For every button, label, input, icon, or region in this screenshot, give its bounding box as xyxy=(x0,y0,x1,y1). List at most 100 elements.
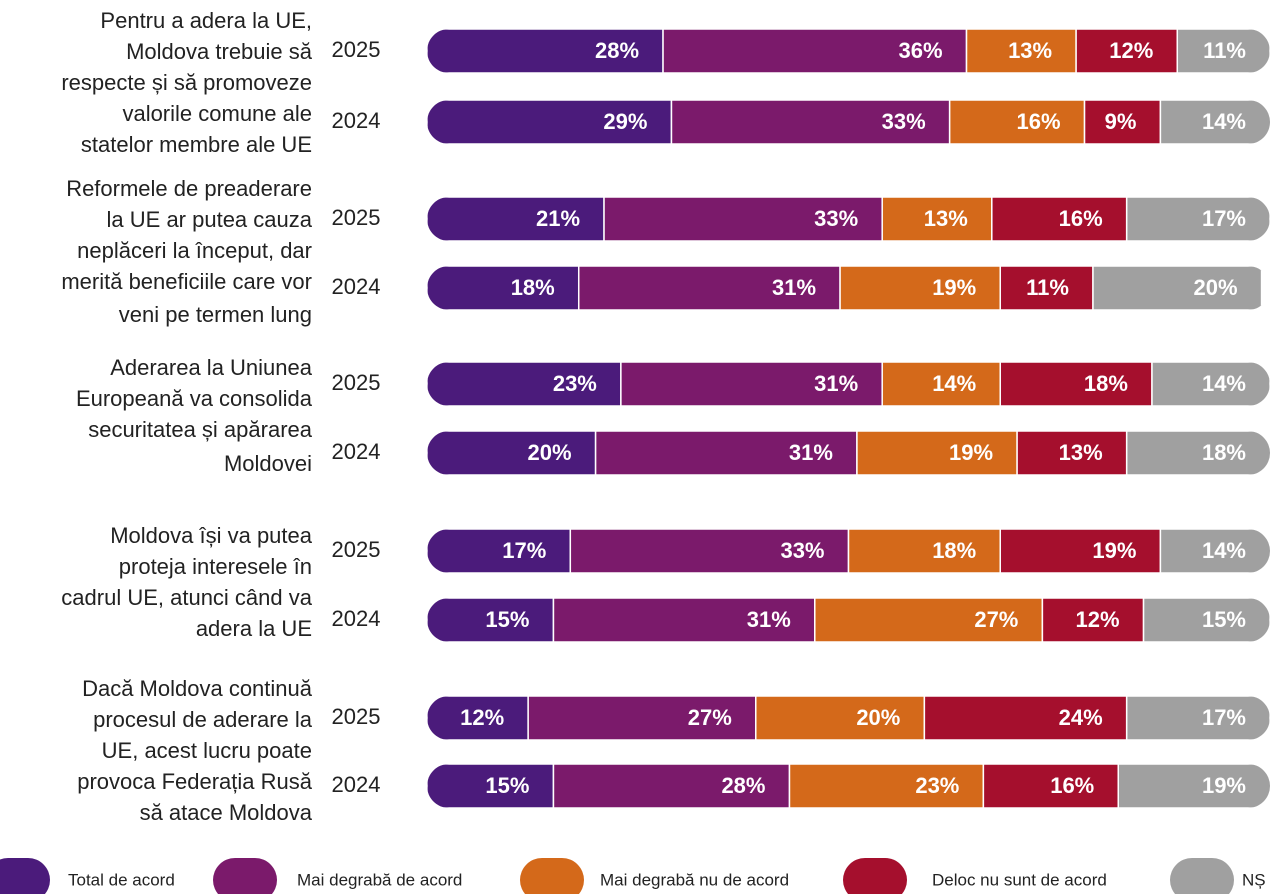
value-label: 15% xyxy=(485,773,529,798)
value-label: 14% xyxy=(1202,109,1246,134)
value-label: 19% xyxy=(1202,773,1246,798)
group-label: proteja interesele în xyxy=(119,554,312,579)
bar-segment xyxy=(1075,29,1179,73)
value-label: 31% xyxy=(814,371,858,396)
value-label: 19% xyxy=(932,275,976,300)
value-label: 18% xyxy=(511,275,555,300)
group-label: statelor membre ale UE xyxy=(81,132,312,157)
bar-segment xyxy=(569,529,850,573)
bar-segment xyxy=(965,29,1077,73)
year-label: 2025 xyxy=(332,537,381,562)
legend-swatch xyxy=(213,858,277,894)
bar-segment xyxy=(881,362,1001,406)
value-label: 15% xyxy=(485,607,529,632)
bar-segment xyxy=(552,598,816,642)
value-label: 16% xyxy=(1059,206,1103,231)
value-label: 31% xyxy=(772,275,816,300)
value-label: 20% xyxy=(528,440,572,465)
bar-segment xyxy=(1142,598,1270,642)
bar-row xyxy=(427,529,1270,573)
value-label: 18% xyxy=(1084,371,1128,396)
value-label: 27% xyxy=(688,705,732,730)
value-label: 14% xyxy=(1202,371,1246,396)
bar-row xyxy=(427,764,1270,808)
value-label: 21% xyxy=(536,206,580,231)
bar-segment xyxy=(1159,100,1270,144)
bar-row xyxy=(427,431,1270,475)
bar-segment xyxy=(999,266,1094,310)
group-label: să atace Moldova xyxy=(140,800,313,825)
bar-segment xyxy=(662,29,968,73)
value-label: 31% xyxy=(789,440,833,465)
group-label: procesul de aderare la xyxy=(93,707,313,732)
value-label: 17% xyxy=(1202,705,1246,730)
group-label: merită beneficiile care vor xyxy=(61,269,312,294)
bar-segment xyxy=(1083,100,1162,144)
bar-segment xyxy=(999,529,1162,573)
group-label: Europeană va consolida xyxy=(76,386,313,411)
group-label: veni pe termen lung xyxy=(119,302,312,327)
bar-segment xyxy=(1125,431,1270,475)
bar-segment xyxy=(948,100,1086,144)
group-label: provoca Federația Rusă xyxy=(77,769,313,794)
value-label: 11% xyxy=(1203,38,1246,63)
value-label: 17% xyxy=(1202,206,1246,231)
bar-segment xyxy=(1092,266,1263,310)
value-label: 13% xyxy=(1008,38,1052,63)
group-label: Dacă Moldova continuă xyxy=(82,676,313,701)
bar-row xyxy=(427,598,1270,642)
value-label: 24% xyxy=(1059,705,1103,730)
legend-label: NȘ xyxy=(1242,870,1266,889)
group-label: UE, acest lucru poate xyxy=(102,738,312,763)
bar-row xyxy=(427,29,1270,73)
bar-segment xyxy=(856,431,1018,475)
bar-segment xyxy=(1125,696,1270,740)
group-label: Aderarea la Uniunea xyxy=(110,355,313,380)
legend-label: Mai degrabă de acord xyxy=(297,870,462,889)
value-label: 20% xyxy=(1194,275,1238,300)
value-label: 33% xyxy=(780,538,824,563)
legend-swatch xyxy=(843,858,907,894)
bar-segment xyxy=(427,598,555,642)
group-label: securitatea și apărarea xyxy=(88,417,313,442)
legend-swatch xyxy=(1170,858,1234,894)
value-label: 20% xyxy=(856,705,900,730)
value-label: 36% xyxy=(898,38,942,63)
bar-row xyxy=(427,100,1270,144)
value-label: 12% xyxy=(1109,38,1153,63)
year-label: 2025 xyxy=(332,704,381,729)
value-label: 28% xyxy=(595,38,639,63)
year-label: 2025 xyxy=(332,37,381,62)
value-label: 13% xyxy=(924,206,968,231)
legend-swatch xyxy=(0,858,50,894)
value-label: 12% xyxy=(460,705,504,730)
bar-segment xyxy=(427,529,572,573)
bar-segment xyxy=(788,764,985,808)
year-label: 2025 xyxy=(332,370,381,395)
value-label: 23% xyxy=(553,371,597,396)
group-label: adera la UE xyxy=(196,616,312,641)
bar-segment xyxy=(427,197,605,241)
value-label: 28% xyxy=(721,773,765,798)
legend-label: Total de acord xyxy=(68,870,175,889)
value-label: 18% xyxy=(1202,440,1246,465)
bar-row xyxy=(427,197,1270,241)
value-label: 16% xyxy=(1050,773,1094,798)
value-label: 15% xyxy=(1202,607,1246,632)
value-label: 17% xyxy=(502,538,546,563)
group-label: Moldova își va putea xyxy=(110,523,313,548)
bar-segment xyxy=(1125,197,1270,241)
group-label: respecte și să promoveze xyxy=(61,70,312,95)
value-label: 11% xyxy=(1026,275,1069,300)
bar-segment xyxy=(1151,362,1270,406)
value-label: 29% xyxy=(603,109,647,134)
bar-segment xyxy=(620,362,883,406)
group-label: Moldovei xyxy=(224,451,312,476)
bar-segment xyxy=(1016,431,1128,475)
group-label: Moldova trebuie să xyxy=(126,39,313,64)
group-label: Reformele de preaderare xyxy=(66,176,312,201)
group-label: valorile comune ale xyxy=(122,101,312,126)
value-label: 19% xyxy=(949,440,993,465)
value-label: 12% xyxy=(1076,607,1120,632)
